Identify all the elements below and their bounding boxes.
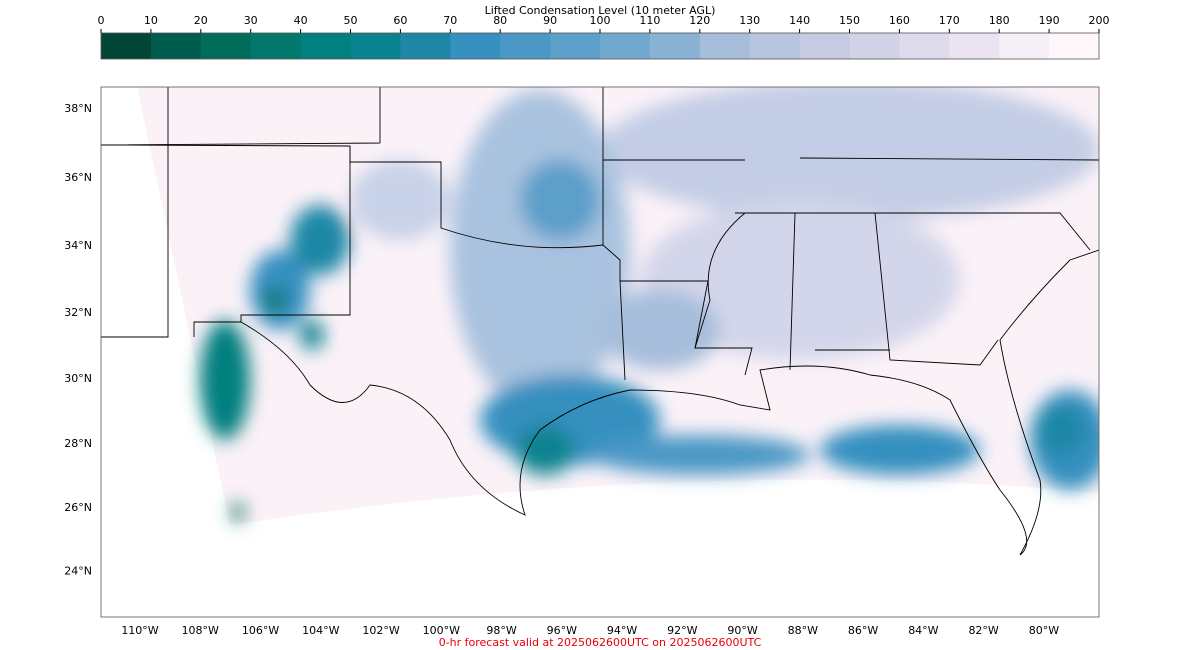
- latitude-label: 24°N: [64, 564, 92, 577]
- longitude-label: 110°W: [121, 624, 158, 637]
- longitude-label: 82°W: [968, 624, 998, 637]
- colorbar-tick-label: 160: [889, 14, 910, 27]
- colorbar-tick-label: 40: [294, 14, 308, 27]
- colorbar-swatch: [101, 33, 152, 59]
- colorbar-tick-label: 190: [1039, 14, 1060, 27]
- colorbar-swatch: [250, 33, 302, 59]
- longitude-label: 86°W: [848, 624, 878, 637]
- colorbar-swatch: [150, 33, 202, 59]
- latitude-label: 28°N: [64, 437, 92, 450]
- colorbar-tick-label: 200: [1089, 14, 1110, 27]
- colorbar-swatch: [200, 33, 252, 59]
- colorbar-swatch: [450, 33, 501, 59]
- colorbar-swatch: [899, 33, 950, 59]
- latitude-label: 36°N: [64, 171, 92, 184]
- colorbar-tick-label: 150: [839, 14, 860, 27]
- colorbar-swatch: [649, 33, 701, 59]
- longitude-label: 102°W: [362, 624, 399, 637]
- colorbar-tick-label: 30: [244, 14, 258, 27]
- longitude-label: 98°W: [486, 624, 516, 637]
- latitude-label: 30°N: [64, 372, 92, 385]
- longitude-label: 108°W: [182, 624, 219, 637]
- longitude-label: 106°W: [242, 624, 279, 637]
- colorbar-tick-label: 10: [144, 14, 158, 27]
- map-frame: [100, 86, 1100, 618]
- longitude-label: 100°W: [423, 624, 460, 637]
- colorbar-tick-label: 50: [344, 14, 358, 27]
- colorbar-tick-label: 140: [789, 14, 810, 27]
- colorbar: [101, 33, 1100, 59]
- longitude-label: 92°W: [667, 624, 697, 637]
- colorbar-tick-label: 70: [443, 14, 457, 27]
- state-borders: [101, 87, 1099, 556]
- colorbar-swatch: [550, 33, 601, 59]
- longitude-label: 84°W: [908, 624, 938, 637]
- colorbar-title: Lifted Condensation Level (10 meter AGL): [485, 4, 716, 17]
- colorbar-swatch: [500, 33, 551, 59]
- longitude-label: 88°W: [788, 624, 818, 637]
- colorbar-swatch: [600, 33, 651, 59]
- colorbar-tick-label: 180: [989, 14, 1010, 27]
- longitude-label: 104°W: [302, 624, 339, 637]
- lcl-shading: [200, 87, 1099, 522]
- colorbar-tick-label: 20: [194, 14, 208, 27]
- colorbar-swatch: [1049, 33, 1100, 59]
- colorbar-swatch: [849, 33, 900, 59]
- latitude-label: 32°N: [64, 306, 92, 319]
- latitude-label: 26°N: [64, 501, 92, 514]
- colorbar-tick-label: 100: [590, 14, 611, 27]
- colorbar-swatch: [799, 33, 850, 59]
- colorbar-swatch: [350, 33, 401, 59]
- colorbar-tick-label: 80: [493, 14, 507, 27]
- longitude-label: 94°W: [607, 624, 637, 637]
- colorbar-swatch: [699, 33, 751, 59]
- colorbar-swatch: [400, 33, 451, 59]
- colorbar-swatch: [999, 33, 1050, 59]
- colorbar-swatch: [949, 33, 1000, 59]
- longitude-label: 90°W: [727, 624, 757, 637]
- colorbar-tick-label: 90: [543, 14, 557, 27]
- colorbar-swatch: [300, 33, 351, 59]
- map-field: [101, 87, 1099, 556]
- colorbar-tick-label: 120: [689, 14, 710, 27]
- colorbar-tick-label: 130: [739, 14, 760, 27]
- colorbar-tick-label: 110: [639, 14, 660, 27]
- footer: 0-hr forecast valid at 2025062600UTC on …: [439, 636, 762, 649]
- colorbar-tick-label: 0: [98, 14, 105, 27]
- longitude-label: 96°W: [547, 624, 577, 637]
- latitude-label: 34°N: [64, 239, 92, 252]
- colorbar-swatch: [749, 33, 801, 59]
- latitude-label: 38°N: [64, 102, 92, 115]
- colorbar-tick-label: 170: [939, 14, 960, 27]
- colorbar-tick-label: 60: [393, 14, 407, 27]
- longitude-label: 80°W: [1029, 624, 1059, 637]
